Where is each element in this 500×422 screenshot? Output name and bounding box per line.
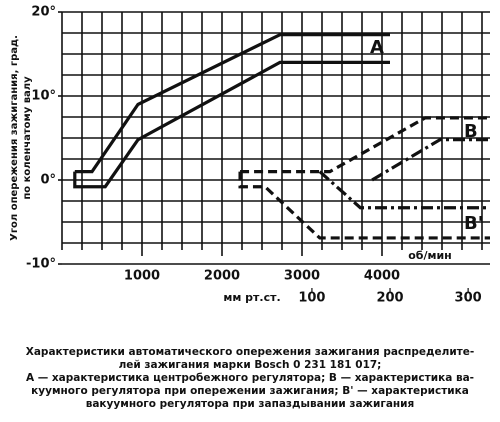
y-tick-label: 0° xyxy=(40,173,56,188)
line-series xyxy=(74,33,390,174)
x2-tick-label: 100 xyxy=(298,291,325,306)
x-tick-label: 2000 xyxy=(204,269,240,284)
x2-tick-label: 300 xyxy=(455,291,482,306)
x2-axis-title: мм рт.ст. xyxy=(223,291,280,304)
line-series xyxy=(240,116,490,174)
x-tick-label: 4000 xyxy=(364,269,400,284)
annotation: B' xyxy=(464,213,483,234)
y-tick-label: 20° xyxy=(31,5,56,20)
line-series xyxy=(318,170,490,210)
x-axis-title: об/мин xyxy=(408,249,452,262)
x2-tick-label: 200 xyxy=(376,291,403,306)
caption-line: Характеристики автоматического опережени… xyxy=(26,346,475,358)
line-series xyxy=(371,138,490,182)
y-tick-label: 10° xyxy=(31,89,56,104)
caption-line: куумного регулятора при опережении зажиг… xyxy=(31,385,469,397)
x-tick-label: 1000 xyxy=(124,269,160,284)
line-series xyxy=(73,60,390,189)
caption-line: лей зажигания марки Bosch 0 231 181 017; xyxy=(119,359,382,371)
caption-line: А — характеристика центробежного регулят… xyxy=(26,372,474,384)
x-tick-label: 3000 xyxy=(284,269,320,284)
annotation: A xyxy=(370,37,384,58)
line-series xyxy=(238,171,490,240)
caption-line: вакуумного регулятора при запаздывании з… xyxy=(86,398,415,410)
y-tick-label: -10° xyxy=(26,257,56,272)
y-axis-title: по коленчатому валу xyxy=(22,76,33,200)
annotation: B xyxy=(464,121,478,142)
y-axis-title: Угол опережения зажигания, град. xyxy=(9,35,20,241)
